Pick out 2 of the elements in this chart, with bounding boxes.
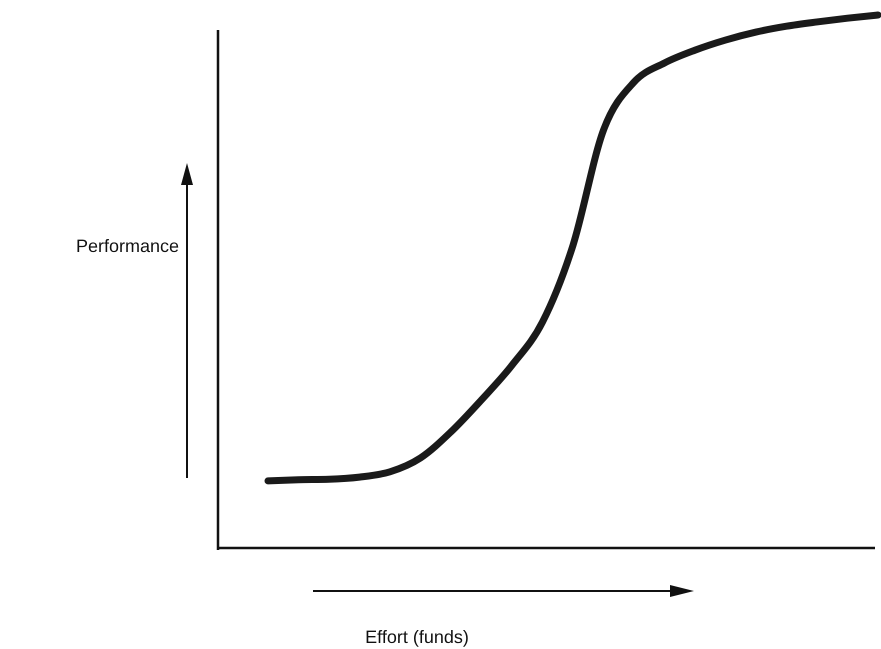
x-axis-title: Effort (funds): [365, 627, 469, 647]
y-axis-title: Performance: [76, 236, 179, 256]
